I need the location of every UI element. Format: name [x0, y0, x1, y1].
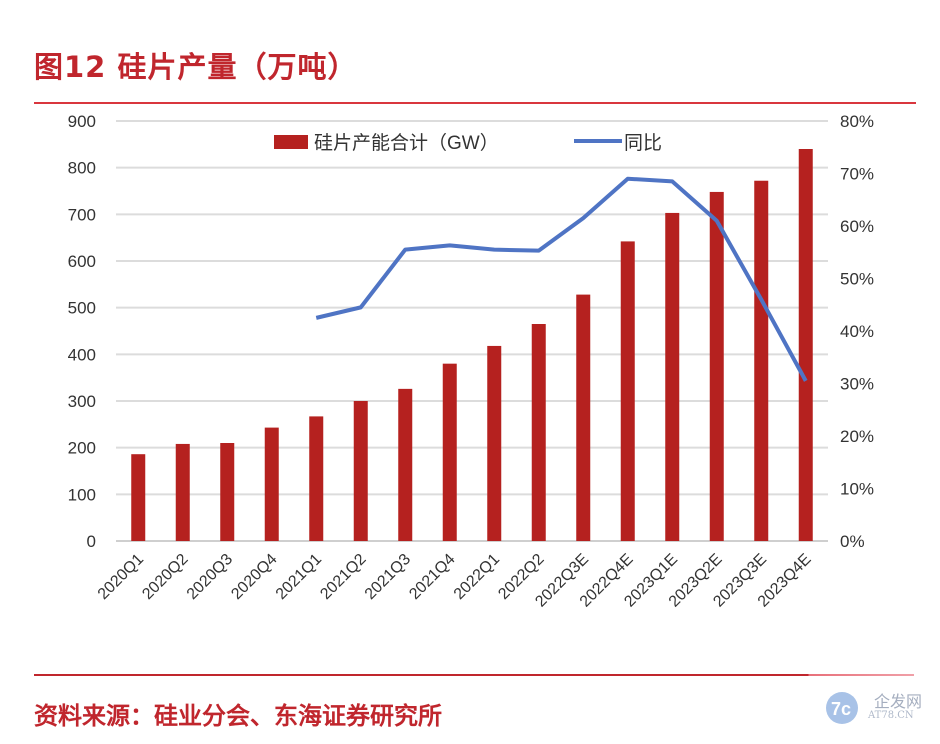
- watermark-icon: 7c: [826, 692, 858, 724]
- left-axis-tick-label: 300: [68, 392, 96, 411]
- right-axis-tick-label: 10%: [840, 480, 874, 499]
- chart-title: 图12 硅片产量（万吨）: [34, 50, 358, 84]
- watermark-text: 企发网: [874, 692, 923, 711]
- legend-bar-label: 硅片产能合计（GW）: [314, 132, 499, 154]
- bar-2022Q4E: [620, 241, 635, 541]
- bar-2022Q3E: [576, 294, 591, 541]
- left-axis-tick-label: 800: [68, 159, 96, 178]
- x-axis-tick-label: 2021Q4: [406, 551, 458, 603]
- bar-2020Q2: [175, 443, 190, 541]
- left-axis-tick-label: 900: [68, 112, 96, 131]
- x-axis-tick-label: 2020Q4: [228, 551, 280, 603]
- left-axis-tick-label: 700: [68, 205, 96, 224]
- left-axis-tick-label: 100: [68, 485, 96, 504]
- bar-2022Q2: [531, 324, 546, 541]
- bar-2023Q1E: [665, 212, 680, 541]
- right-axis-tick-label: 50%: [840, 270, 874, 289]
- bar-2020Q4: [264, 427, 279, 541]
- watermark-logo: 7c 企发网 AT78.CN: [822, 688, 934, 728]
- bar-2021Q4: [442, 363, 457, 541]
- right-axis-tick-label: 70%: [840, 165, 874, 184]
- legend-line-label: 同比: [624, 132, 662, 154]
- top-divider: [34, 102, 916, 104]
- x-axis-tick-label: 2020Q2: [139, 551, 191, 603]
- left-axis-tick-label: 600: [68, 252, 96, 271]
- x-axis-tick-label: 2021Q3: [362, 551, 414, 603]
- left-axis-tick-label: 500: [68, 299, 96, 318]
- chart: 0 100 200 300 400 500 600 700 800 900 0% 10% 20% 30%…: [68, 112, 874, 611]
- x-axis-tick-label: 2020Q3: [184, 551, 236, 603]
- right-axis-tick-label: 0%: [840, 532, 865, 551]
- bar-2021Q2: [353, 401, 368, 541]
- x-axis-tick-label: 2021Q2: [317, 551, 369, 603]
- x-axis-tick-label: 2021Q1: [273, 551, 325, 603]
- right-axis-tick-label: 80%: [840, 112, 874, 131]
- watermark-sub: AT78.CN: [868, 710, 914, 721]
- left-axis-tick-label: 200: [68, 439, 96, 458]
- bottom-divider: [34, 674, 914, 676]
- left-axis-tick-label: 0: [87, 532, 96, 551]
- bar-2022Q1: [487, 345, 502, 541]
- yoy-line: [315, 176, 808, 382]
- svg-text:7c: 7c: [831, 699, 851, 719]
- right-axis-tick-label: 60%: [840, 217, 874, 236]
- bar-2021Q3: [398, 388, 413, 541]
- x-axis-tick-label: 2020Q1: [95, 551, 147, 603]
- bar-2020Q1: [131, 454, 146, 541]
- left-axis-tick-label: 400: [68, 345, 96, 364]
- bar-2023Q4E: [798, 149, 813, 541]
- right-axis-tick-label: 30%: [840, 375, 874, 394]
- bar-2023Q3E: [754, 180, 769, 541]
- bar-2021Q1: [309, 416, 324, 541]
- x-axis-tick-label: 2022Q1: [451, 551, 503, 603]
- legend-bar-swatch: [274, 135, 308, 149]
- bar-2023Q2E: [709, 191, 724, 541]
- right-axis-tick-label: 20%: [840, 427, 874, 446]
- bar-2020Q3: [220, 443, 235, 541]
- right-axis-tick-label: 40%: [840, 322, 874, 341]
- source-note: 资料来源：硅业分会、东海证券研究所: [34, 702, 442, 730]
